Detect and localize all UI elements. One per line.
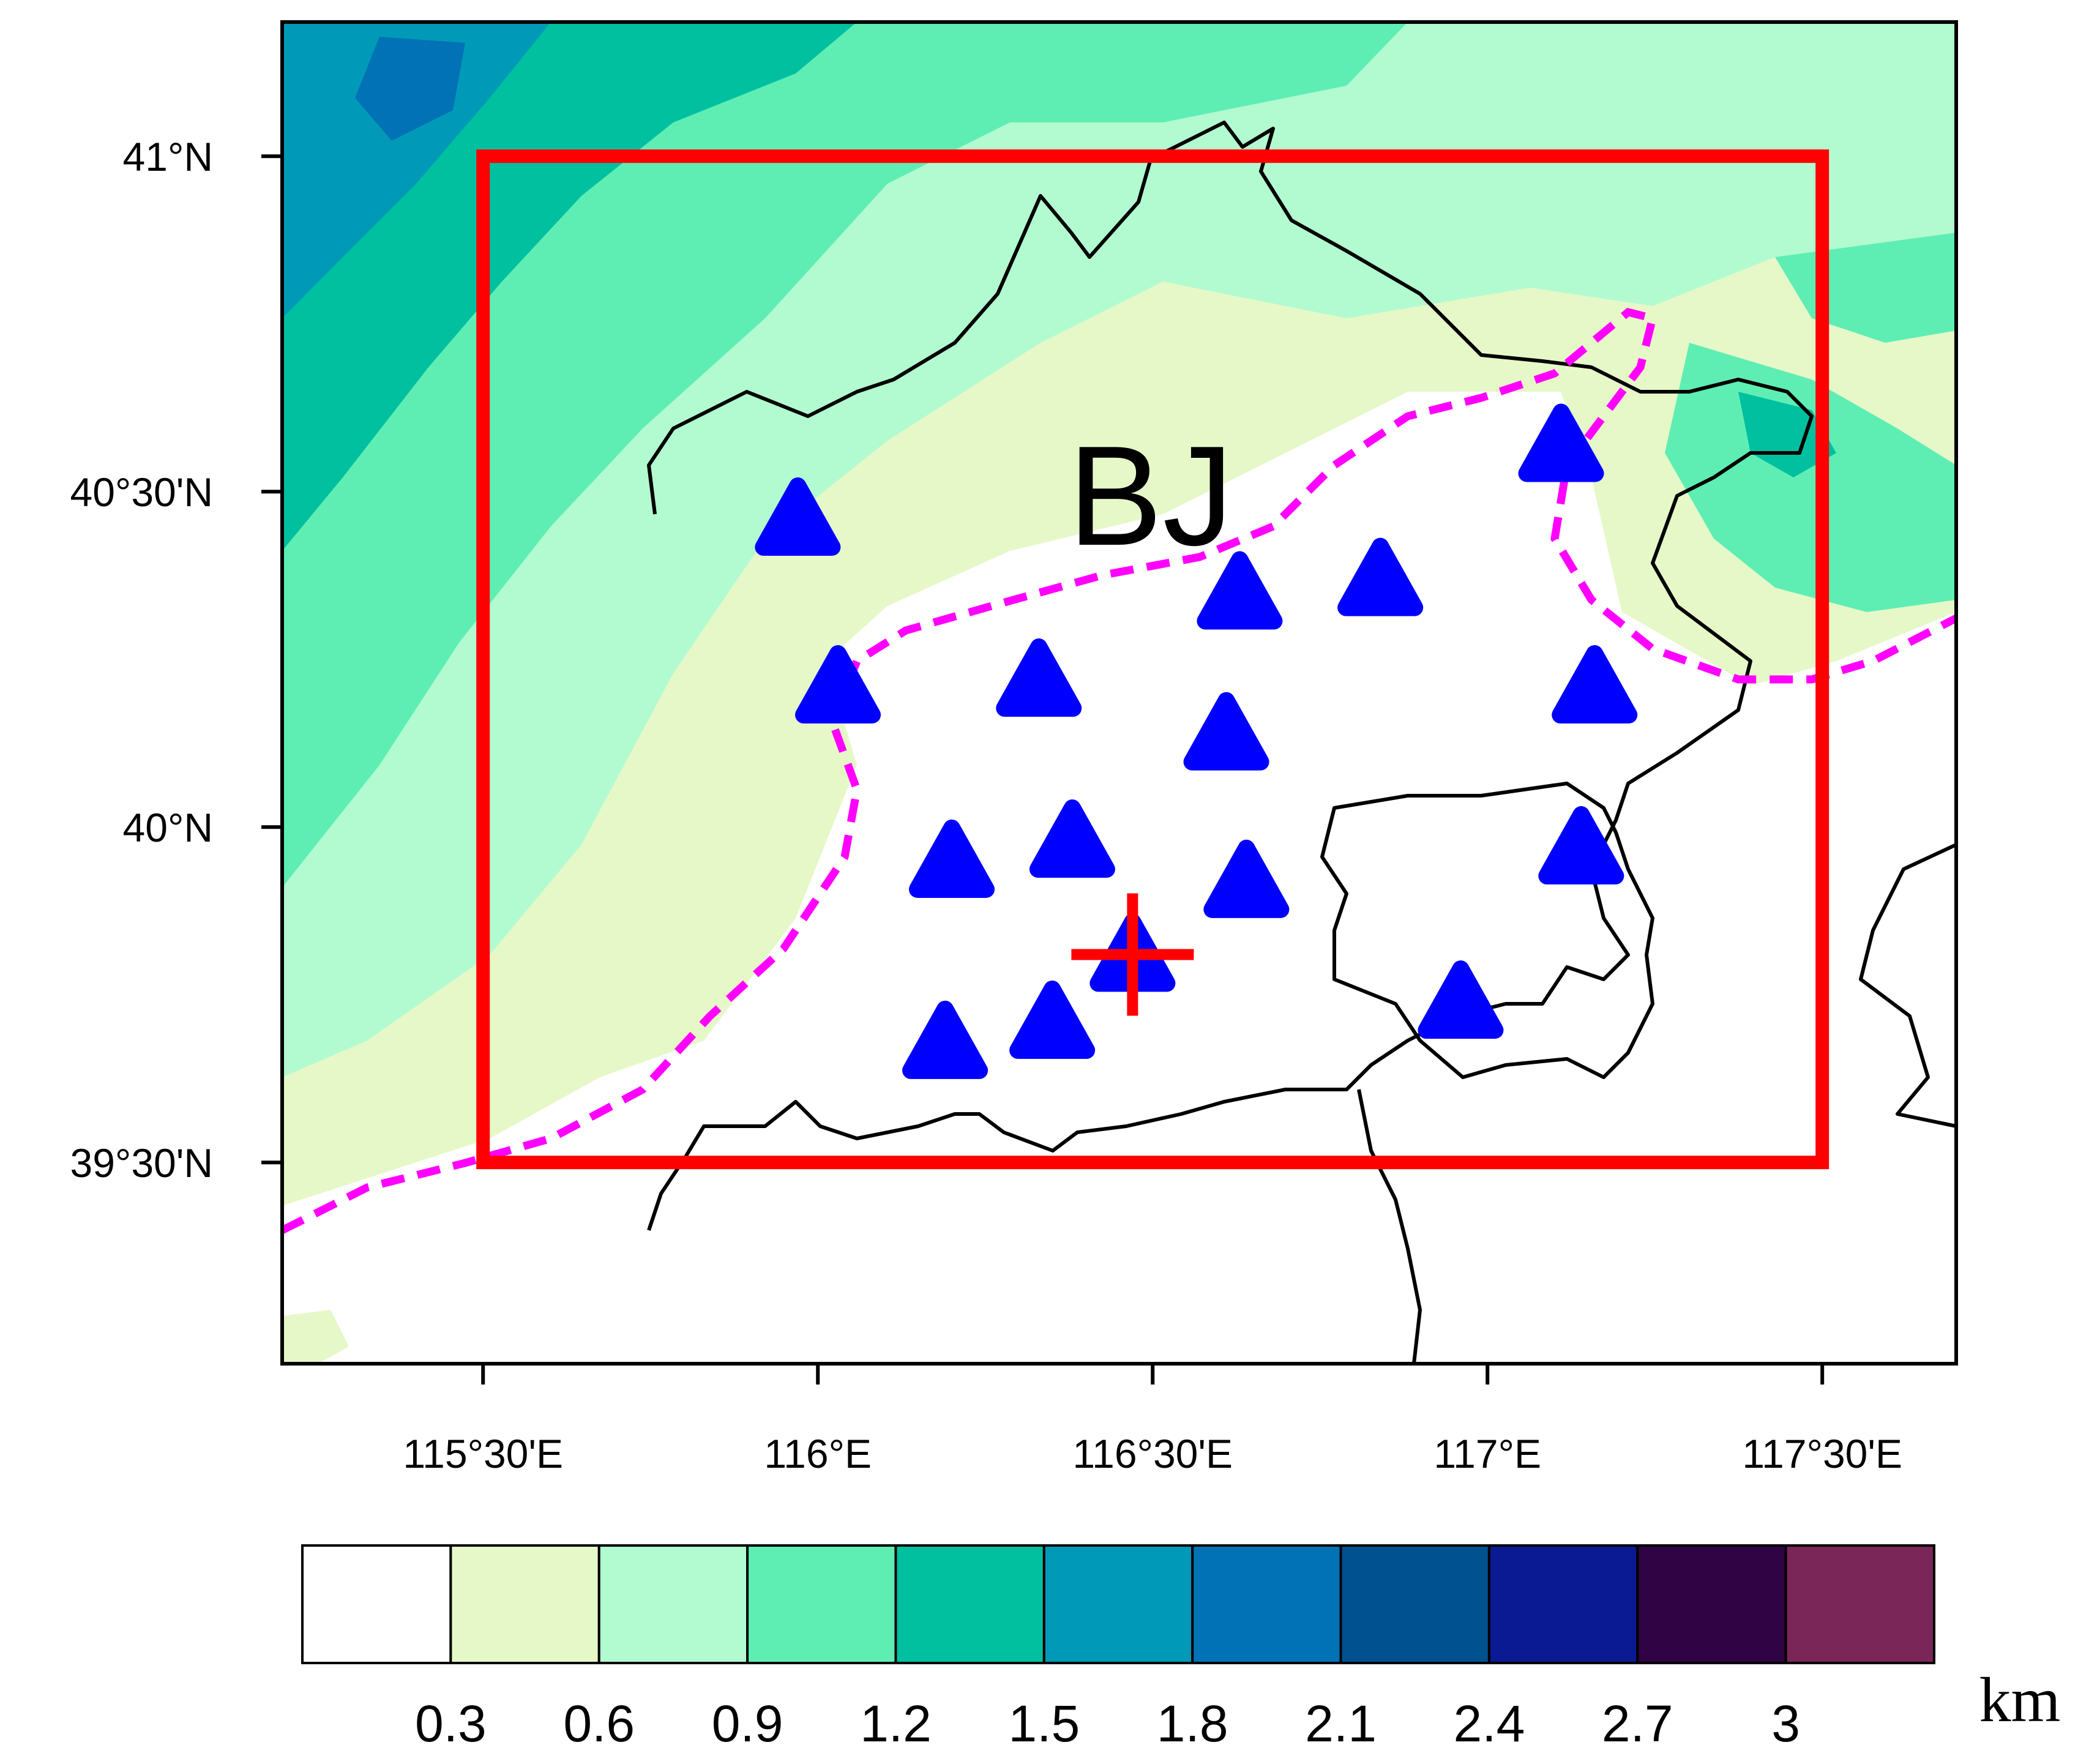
colorbar-tick-label: 1.5 <box>1008 1695 1080 1752</box>
beijing-region-label: BJ <box>1068 417 1234 575</box>
station-marker <box>902 1000 989 1079</box>
lon-tick-label: 115°30'E <box>403 1431 563 1476</box>
site-cross-marker <box>1071 893 1194 1016</box>
colorbar-swatch <box>1784 1544 1936 1664</box>
colorbar-tick-label: 0.6 <box>563 1695 635 1752</box>
colorbar-tick-label: 0.3 <box>415 1695 487 1752</box>
colorbar-swatch <box>597 1544 749 1664</box>
administrative-boundaries <box>647 121 1956 1364</box>
lat-tick-label: 40°30'N <box>70 469 213 515</box>
station-marker <box>1518 403 1604 482</box>
colorbar-tick-label: 1.2 <box>860 1695 932 1752</box>
colorbar-tick-label: 2.7 <box>1602 1695 1673 1752</box>
elevation-colorbar: 0.3 0.6 0.9 1.2 1.5 1.8 2.1 2.4 2.7 3 <box>301 1544 1936 1752</box>
terrain-band-1.5-1.8 <box>282 22 551 318</box>
colorbar-swatch <box>1636 1544 1787 1664</box>
colorbar-swatch <box>894 1544 1045 1664</box>
colorbar-swatch <box>746 1544 897 1664</box>
station-marker <box>1538 806 1624 885</box>
colorbar-swatch <box>1487 1544 1639 1664</box>
station-marker <box>1029 799 1115 878</box>
station-marker <box>1203 839 1290 918</box>
station-marker <box>1183 692 1269 771</box>
colorbar-swatch <box>449 1544 600 1664</box>
station-marker <box>996 638 1082 717</box>
beijing-boundary <box>647 121 1814 1231</box>
colorbar-swatch <box>1042 1544 1194 1664</box>
terrain-band-ne-hills <box>1665 343 1956 612</box>
hebei-south-boundary <box>1357 1089 1422 1364</box>
lat-tick-label: 39°30'N <box>70 1140 213 1186</box>
lon-tick-label: 116°30'E <box>1072 1431 1233 1476</box>
tianjin-boundary <box>1320 782 1654 1079</box>
lon-tick-label: 116°E <box>764 1431 872 1476</box>
urban-area-boundary <box>282 307 1956 1234</box>
colorbar-tick-label: 2.4 <box>1454 1695 1525 1752</box>
station-marker <box>755 477 841 556</box>
colorbar-swatch <box>1339 1544 1490 1664</box>
colorbar-tick-label: 3 <box>1771 1695 1800 1752</box>
map-frame <box>280 20 1958 1366</box>
lat-tick-label: 40°N <box>123 805 213 850</box>
longitude-axis: 115°30'E 116°E 116°30'E 117°E 117°30'E <box>403 1364 1902 1476</box>
lon-tick-label: 117°30'E <box>1742 1431 1902 1476</box>
colorbar-tick-label: 1.8 <box>1157 1695 1228 1752</box>
colorbar-tick-label: 2.1 <box>1305 1695 1377 1752</box>
lat-tick-label: 41°N <box>123 134 213 179</box>
station-marker <box>909 819 995 898</box>
colorbar-swatch <box>301 1544 452 1664</box>
study-domain-box <box>476 149 1829 1170</box>
station-marker <box>1552 645 1638 723</box>
colorbar-tick-label: 0.9 <box>712 1695 783 1752</box>
terrain-band-1.8-2.1 <box>355 37 465 141</box>
latitude-axis: 41°N 40°30'N 40°N 39°30'N <box>70 134 282 1186</box>
lon-tick-label: 117°E <box>1433 1431 1541 1476</box>
station-marker <box>1418 960 1504 1039</box>
station-marker <box>1197 551 1283 630</box>
station-marker <box>795 645 881 723</box>
map-plot-area: BJ <box>282 22 1956 1364</box>
hebei-east-boundary <box>1859 843 1956 1128</box>
colorbar-swatch <box>1191 1544 1342 1664</box>
terrain-band-ne-hills-2 <box>1738 392 1836 477</box>
station-marker <box>1009 981 1096 1059</box>
terrain-band-sw-corner <box>282 1310 349 1364</box>
station-marker <box>1337 537 1424 616</box>
colorbar-unit-label: km <box>1979 1665 2061 1735</box>
terrain-band-0.9-1.2 <box>282 22 1408 888</box>
